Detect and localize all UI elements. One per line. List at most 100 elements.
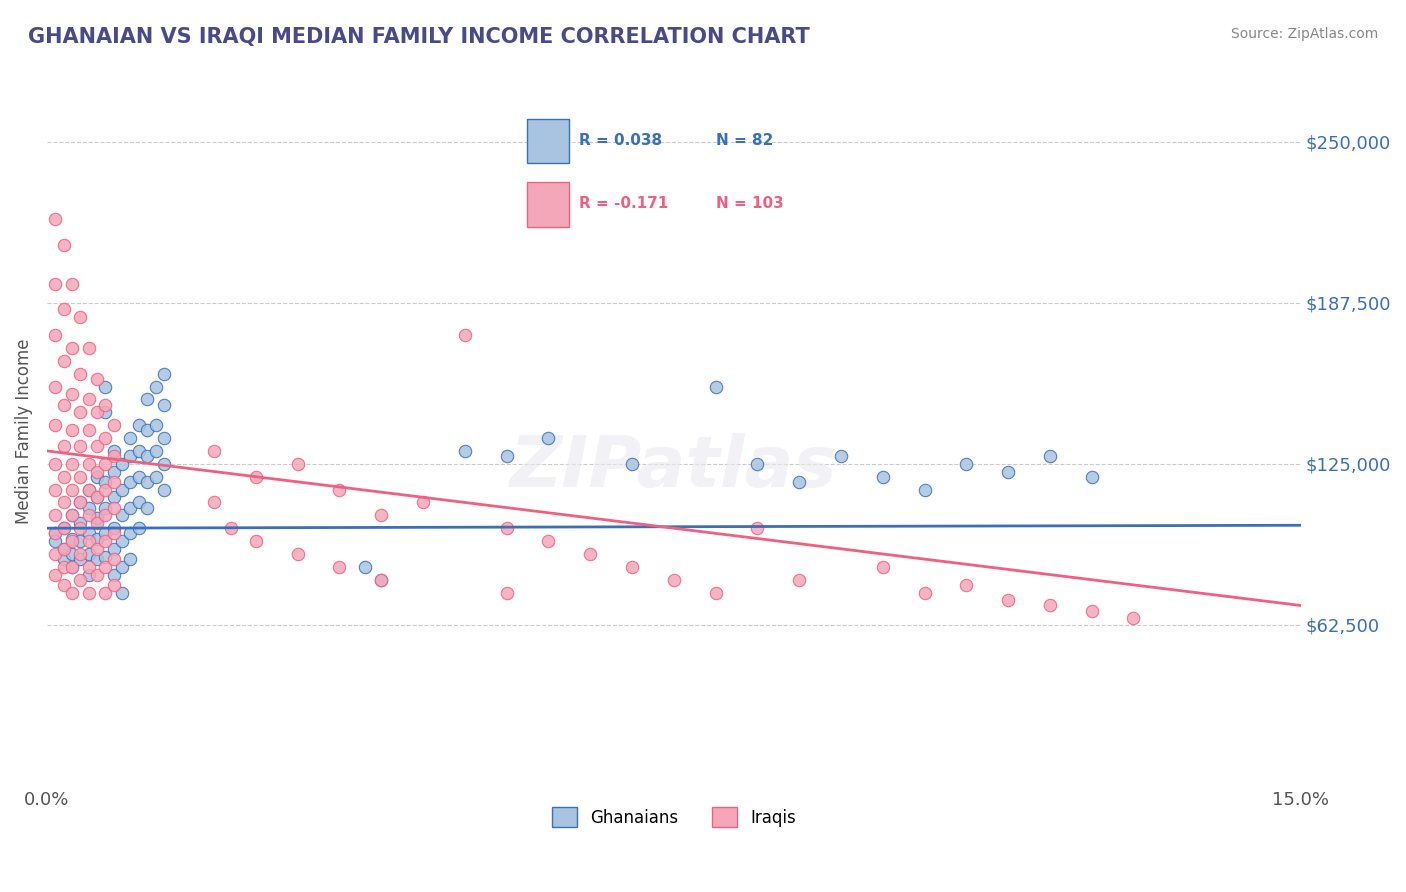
- Point: [60, 277, 83, 291]
- Point: [60, 559, 83, 574]
- Point: [60, 423, 83, 437]
- Point: [94, 431, 117, 445]
- Point: [103, 541, 125, 556]
- Point: [328, 483, 350, 497]
- Point: [77, 341, 100, 355]
- Point: [245, 469, 267, 483]
- Point: [537, 431, 560, 445]
- Point: [69, 573, 91, 587]
- Point: [103, 578, 125, 592]
- Point: [69, 310, 91, 324]
- Point: [69, 534, 91, 549]
- Point: [579, 547, 602, 561]
- Point: [86, 465, 108, 479]
- Point: [1039, 599, 1062, 613]
- Point: [370, 573, 392, 587]
- Point: [60, 534, 83, 549]
- Point: [202, 495, 225, 509]
- Point: [219, 521, 242, 535]
- Point: [145, 418, 167, 433]
- Point: [136, 423, 159, 437]
- Point: [287, 457, 309, 471]
- Point: [153, 457, 176, 471]
- Point: [86, 469, 108, 483]
- Point: [103, 418, 125, 433]
- Point: [94, 457, 117, 471]
- Point: [245, 534, 267, 549]
- Point: [955, 578, 977, 592]
- Point: [52, 302, 75, 317]
- Point: [44, 567, 66, 582]
- Point: [69, 469, 91, 483]
- Point: [287, 547, 309, 561]
- Point: [60, 508, 83, 523]
- Point: [52, 439, 75, 453]
- Point: [153, 367, 176, 381]
- Point: [136, 392, 159, 407]
- Point: [412, 495, 434, 509]
- Point: [77, 483, 100, 497]
- Point: [370, 573, 392, 587]
- Point: [69, 495, 91, 509]
- Point: [111, 508, 134, 523]
- Point: [86, 405, 108, 419]
- Point: [44, 418, 66, 433]
- Point: [454, 328, 477, 343]
- Point: [94, 405, 117, 419]
- Point: [86, 532, 108, 546]
- Point: [52, 353, 75, 368]
- Point: [495, 521, 517, 535]
- Point: [955, 457, 977, 471]
- Point: [77, 526, 100, 541]
- Point: [94, 508, 117, 523]
- Point: [128, 418, 150, 433]
- Point: [94, 549, 117, 564]
- Point: [86, 552, 108, 566]
- Point: [86, 491, 108, 505]
- Point: [370, 508, 392, 523]
- Point: [120, 431, 142, 445]
- Point: [704, 585, 727, 599]
- Point: [145, 444, 167, 458]
- Point: [128, 444, 150, 458]
- Point: [454, 444, 477, 458]
- Point: [52, 398, 75, 412]
- Point: [103, 449, 125, 463]
- Point: [153, 398, 176, 412]
- Point: [103, 567, 125, 582]
- Point: [997, 465, 1019, 479]
- Point: [94, 379, 117, 393]
- Point: [52, 578, 75, 592]
- Point: [128, 495, 150, 509]
- Point: [77, 567, 100, 582]
- Point: [60, 457, 83, 471]
- Point: [52, 541, 75, 556]
- Point: [60, 559, 83, 574]
- Point: [145, 379, 167, 393]
- Point: [128, 521, 150, 535]
- Point: [44, 526, 66, 541]
- Point: [94, 534, 117, 549]
- Point: [44, 483, 66, 497]
- Point: [153, 483, 176, 497]
- Point: [52, 495, 75, 509]
- Point: [52, 521, 75, 535]
- Point: [94, 585, 117, 599]
- Point: [914, 483, 936, 497]
- Point: [153, 431, 176, 445]
- Point: [872, 469, 894, 483]
- Point: [69, 516, 91, 530]
- Point: [1080, 469, 1102, 483]
- Point: [77, 423, 100, 437]
- Point: [44, 277, 66, 291]
- Point: [620, 559, 643, 574]
- Point: [52, 521, 75, 535]
- Point: [86, 439, 108, 453]
- Point: [103, 500, 125, 515]
- Point: [103, 521, 125, 535]
- Point: [495, 449, 517, 463]
- Point: [747, 521, 769, 535]
- Point: [94, 559, 117, 574]
- Point: [537, 534, 560, 549]
- Point: [77, 500, 100, 515]
